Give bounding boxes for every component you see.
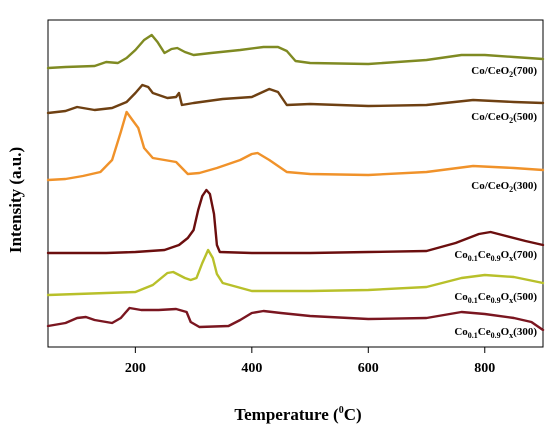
- series-line: [46, 33, 545, 70]
- series-label: Co/CeO2(700): [471, 65, 537, 79]
- series-label: Co0.1Ce0.9Ox(300): [454, 326, 537, 340]
- plot-area: [47, 19, 544, 348]
- plot-frame: [47, 19, 544, 348]
- x-tick-label: 200: [125, 361, 146, 376]
- series-line: [46, 248, 545, 297]
- y-axis-title: Intensity (a.u.): [6, 147, 25, 253]
- series-label: Co/CeO2(500): [471, 111, 537, 125]
- series-line: [46, 306, 545, 332]
- series-label: Co0.1Ce0.9Ox(500): [454, 291, 537, 305]
- series-line: [46, 110, 545, 182]
- x-tick-label: 800: [474, 361, 495, 376]
- series-label: Co0.1Ce0.9Ox(700): [454, 249, 537, 263]
- series-label-layer: Co/CeO2(700) Co/CeO2(500) Co/CeO2(300) Co0.…: [454, 65, 537, 340]
- series-layer: [46, 33, 545, 332]
- x-tick-layer: 200 400 600 800: [125, 347, 495, 376]
- series-line: [46, 83, 545, 115]
- x-tick-label: 600: [358, 361, 379, 376]
- x-axis-title: Temperature (0C): [234, 405, 361, 424]
- series-line: [46, 188, 545, 255]
- series-label: Co/CeO2(300): [471, 180, 537, 194]
- x-tick-label: 400: [241, 361, 262, 376]
